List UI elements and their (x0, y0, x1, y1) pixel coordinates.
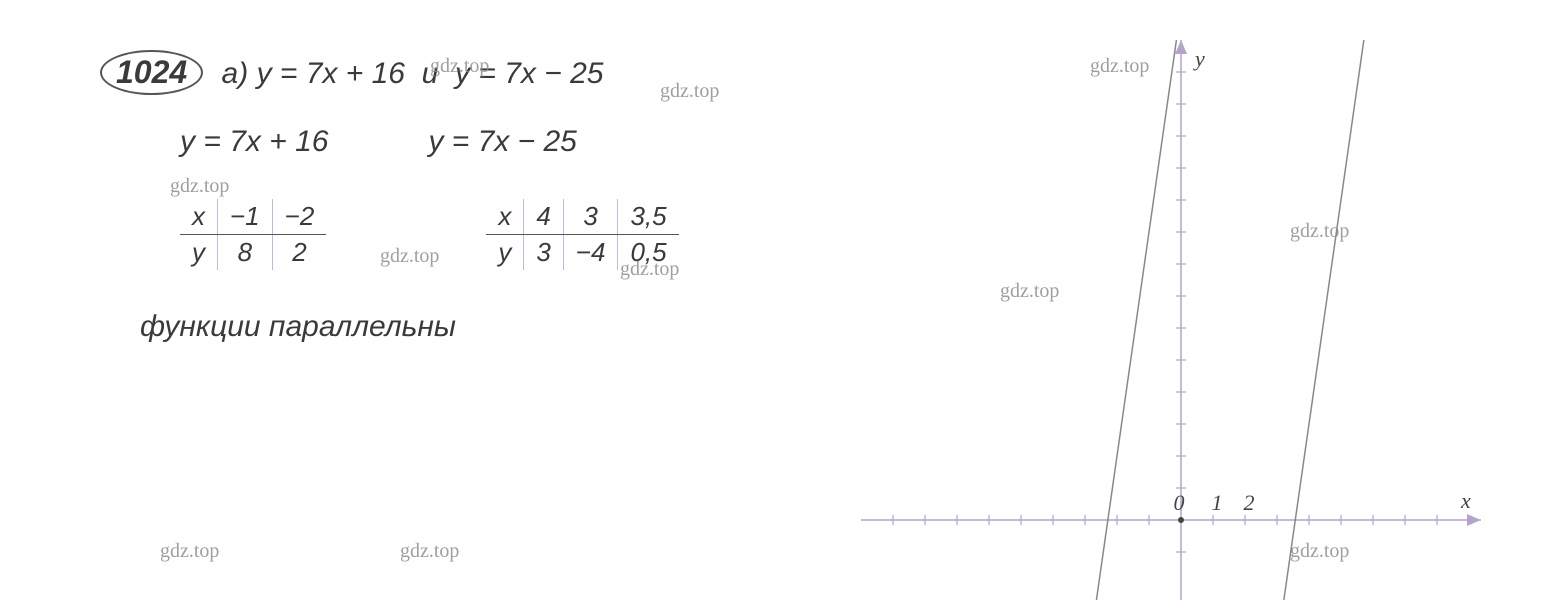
equation-1-repeat: y = 7x + 16 (180, 125, 328, 159)
table-cell: −1 (218, 199, 273, 235)
graph-plot: 0 12 x y (861, 40, 1481, 600)
table-cell: 0,5 (618, 235, 679, 271)
part-label: а) (222, 57, 249, 90)
table-cell: −2 (272, 199, 326, 235)
equation-2-repeat: y = 7x − 25 (428, 125, 576, 159)
value-table-2: x 4 3 3,5 y 3 −4 0,5 (486, 199, 678, 270)
table-cell: 8 (218, 235, 273, 271)
svg-text:0: 0 (1174, 490, 1185, 515)
table-cell: y (180, 235, 218, 271)
equation-2: y = 7x − 25 (455, 57, 603, 90)
table-cell: 2 (272, 235, 326, 271)
watermark: gdz.top (160, 540, 219, 563)
table-cell: x (180, 199, 218, 235)
table-cell: −4 (563, 235, 618, 271)
equation-1: y = 7x + 16 (257, 57, 405, 90)
svg-text:x: x (1460, 488, 1471, 513)
value-table-1: x −1 −2 y 8 2 (180, 199, 326, 270)
conjunction: и (422, 57, 439, 90)
table-cell: 3 (563, 199, 618, 235)
problem-number: 1024 (100, 50, 203, 95)
table-cell: 3,5 (618, 199, 679, 235)
conclusion-text: функции параллельны (100, 310, 800, 344)
svg-text:y: y (1193, 46, 1205, 71)
svg-text:2: 2 (1244, 490, 1255, 515)
watermark: gdz.top (400, 540, 459, 563)
table-cell: y (486, 235, 524, 271)
table-cell: 3 (524, 235, 563, 271)
table-cell: 4 (524, 199, 563, 235)
table-cell: x (486, 199, 524, 235)
svg-text:1: 1 (1212, 490, 1223, 515)
